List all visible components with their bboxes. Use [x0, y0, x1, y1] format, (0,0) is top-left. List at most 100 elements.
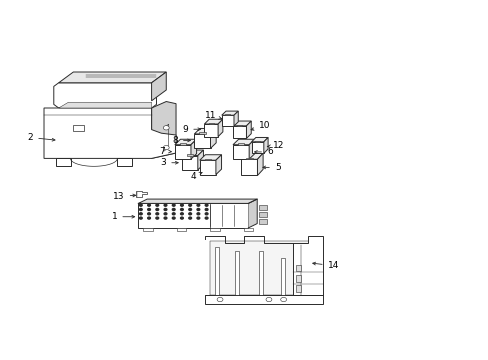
Circle shape: [205, 217, 207, 219]
Polygon shape: [232, 139, 254, 145]
Polygon shape: [210, 129, 216, 148]
Bar: [208, 123, 214, 124]
Bar: [295, 285, 300, 292]
Circle shape: [172, 217, 175, 219]
Polygon shape: [218, 119, 223, 136]
Text: 8: 8: [172, 136, 190, 145]
Bar: [199, 160, 215, 175]
Bar: [138, 203, 248, 228]
Polygon shape: [138, 199, 257, 203]
Polygon shape: [232, 121, 251, 126]
Polygon shape: [136, 191, 146, 197]
Circle shape: [197, 208, 199, 211]
Circle shape: [156, 213, 158, 215]
Polygon shape: [251, 138, 267, 142]
Text: 12: 12: [267, 141, 284, 150]
Polygon shape: [44, 108, 176, 158]
Bar: [182, 156, 197, 170]
Text: 2: 2: [27, 133, 55, 142]
Text: 6: 6: [254, 148, 272, 156]
Polygon shape: [248, 139, 254, 159]
Polygon shape: [204, 119, 223, 124]
Bar: [179, 143, 186, 145]
Polygon shape: [281, 258, 285, 295]
Circle shape: [197, 204, 199, 206]
Polygon shape: [248, 199, 257, 228]
Bar: [295, 265, 300, 271]
Text: 9: 9: [182, 125, 200, 134]
Polygon shape: [233, 111, 238, 126]
Circle shape: [180, 204, 183, 206]
Text: 7: 7: [159, 147, 171, 156]
Polygon shape: [234, 251, 238, 295]
Bar: [186, 154, 193, 156]
Bar: [251, 142, 264, 153]
Circle shape: [147, 204, 150, 206]
Polygon shape: [197, 150, 203, 170]
Polygon shape: [182, 150, 203, 156]
Polygon shape: [199, 155, 221, 160]
Circle shape: [172, 213, 175, 215]
Text: 4: 4: [190, 172, 202, 181]
Circle shape: [172, 204, 175, 206]
Bar: [255, 141, 260, 142]
Circle shape: [156, 217, 158, 219]
Bar: [295, 275, 300, 282]
Polygon shape: [194, 129, 216, 134]
Polygon shape: [259, 251, 263, 295]
Circle shape: [164, 204, 166, 206]
Circle shape: [147, 208, 150, 211]
Bar: [175, 145, 190, 159]
Text: 11: 11: [204, 111, 222, 120]
Bar: [204, 159, 211, 160]
Circle shape: [147, 217, 150, 219]
Polygon shape: [59, 72, 166, 83]
Polygon shape: [257, 153, 263, 175]
Circle shape: [197, 213, 199, 215]
Circle shape: [217, 297, 223, 302]
Circle shape: [197, 217, 199, 219]
Bar: [236, 125, 242, 126]
Circle shape: [180, 208, 183, 211]
Polygon shape: [151, 72, 166, 101]
Circle shape: [139, 208, 142, 211]
Bar: [204, 124, 218, 136]
Text: 10: 10: [250, 122, 270, 130]
Text: 13: 13: [113, 192, 135, 201]
Circle shape: [205, 208, 207, 211]
Polygon shape: [117, 158, 132, 166]
Circle shape: [205, 213, 207, 215]
Bar: [222, 115, 234, 126]
Bar: [73, 125, 84, 131]
Circle shape: [163, 126, 169, 130]
Bar: [210, 228, 220, 231]
Text: 5: 5: [263, 163, 280, 172]
Circle shape: [156, 204, 158, 206]
Circle shape: [139, 213, 142, 215]
Circle shape: [139, 204, 142, 206]
Polygon shape: [222, 111, 238, 115]
Bar: [194, 134, 210, 148]
Bar: [232, 126, 246, 138]
Polygon shape: [56, 158, 71, 166]
Circle shape: [280, 297, 286, 302]
Bar: [245, 158, 252, 159]
Bar: [237, 143, 244, 145]
Circle shape: [164, 208, 166, 211]
Circle shape: [188, 208, 191, 211]
Bar: [232, 145, 248, 159]
Bar: [241, 159, 257, 175]
Circle shape: [188, 217, 191, 219]
Polygon shape: [246, 121, 251, 138]
Bar: [225, 114, 230, 115]
Polygon shape: [241, 153, 263, 159]
Circle shape: [139, 217, 142, 219]
Bar: [243, 228, 253, 231]
Polygon shape: [54, 83, 156, 108]
Polygon shape: [293, 236, 322, 295]
Bar: [199, 132, 205, 134]
Circle shape: [172, 208, 175, 211]
Circle shape: [163, 145, 169, 150]
Bar: [205, 295, 322, 304]
Circle shape: [265, 297, 271, 302]
